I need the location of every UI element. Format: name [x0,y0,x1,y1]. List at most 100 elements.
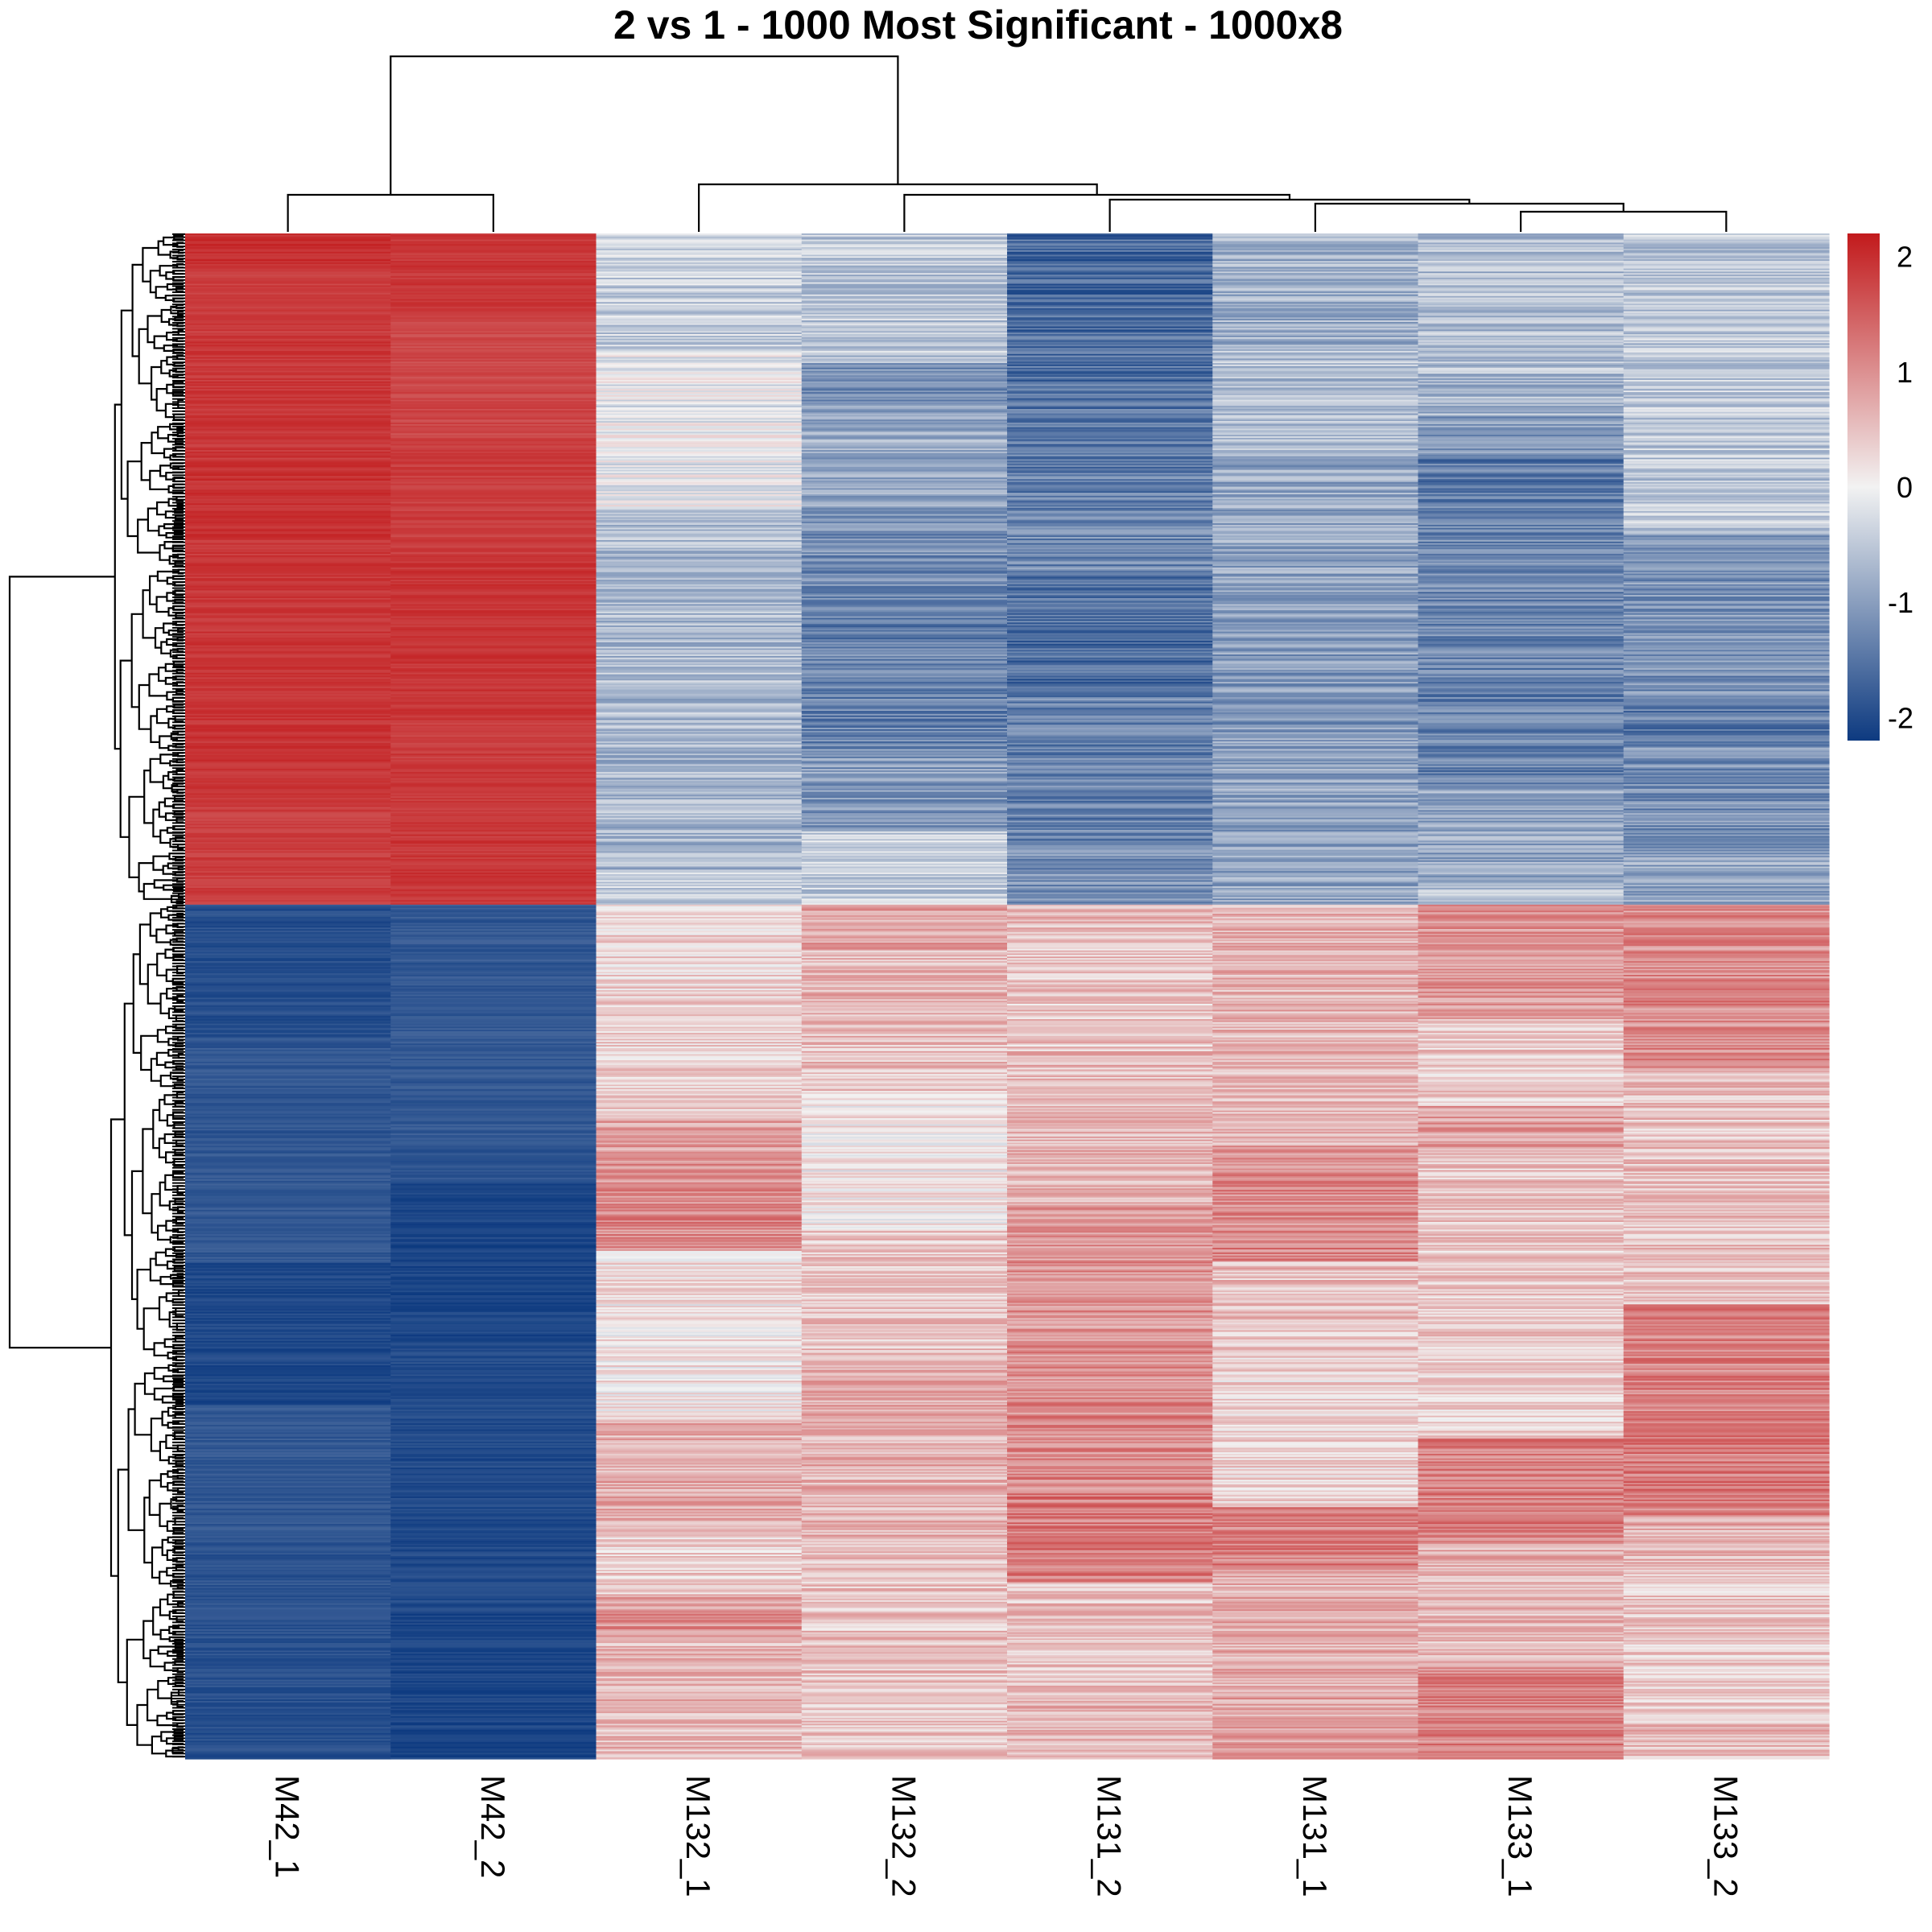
heatmap-cell [1623,781,1830,783]
heatmap-cell [1212,738,1419,741]
heatmap-cell [1007,822,1213,824]
heatmap-cell [1418,815,1624,819]
heatmap-cell [596,466,803,469]
heatmap-cell [1007,769,1213,771]
heatmap-cell [1418,265,1624,268]
heatmap-cell [1212,857,1419,860]
heatmap-cell [1212,283,1419,287]
dendro-link [159,1502,171,1527]
heatmap-cell [1212,761,1419,764]
heatmap-cell [1418,402,1624,405]
heatmap-cell [1212,887,1419,890]
heatmap-cell [1418,931,1624,935]
heatmap-cell [1212,510,1419,512]
heatmap-cell [390,834,597,837]
heatmap-cell [596,980,803,984]
heatmap-cell [801,396,1008,399]
heatmap-cell [1007,878,1213,881]
heatmap-cell [596,675,803,679]
heatmap-cell [185,253,391,256]
heatmap-cell [185,657,391,660]
heatmap-cell [801,288,1008,291]
heatmap-cell [390,372,597,374]
heatmap-cell [1623,933,1830,936]
heatmap-cell [1007,892,1213,895]
heatmap-cell [801,795,1008,797]
heatmap-cell [1212,489,1419,492]
heatmap-cell [1623,530,1830,534]
heatmap-cell [185,587,391,590]
heatmap-cell [801,406,1008,408]
heatmap-cell [185,559,391,563]
heatmap-cell [1418,535,1624,538]
heatmap-cell [1007,798,1213,800]
heatmap-cell [390,799,597,802]
heatmap-cell [1623,427,1830,430]
heatmap-cell [1212,802,1419,805]
heatmap-cell [1007,551,1213,553]
heatmap-cell [1623,352,1830,355]
heatmap-cell [1623,361,1830,364]
heatmap-cell [801,989,1008,991]
heatmap-cell [1212,311,1419,314]
heatmap-cell [1418,553,1624,556]
heatmap-cell [801,374,1008,376]
heatmap-cell [1007,740,1213,742]
heatmap-cell [390,709,597,712]
heatmap-cell [1418,584,1624,587]
heatmap-cell [801,408,1008,411]
heatmap-cell [1418,369,1624,372]
heatmap-cell [1418,244,1624,246]
dendro-link [159,993,169,1014]
heatmap-cell [1418,346,1624,349]
heatmap-cell [390,630,597,633]
heatmap-cell [185,418,391,420]
heatmap-cell [596,392,803,394]
heatmap-cell [390,958,597,960]
heatmap-cell [185,727,391,730]
heatmap-cell [801,906,1008,909]
heatmap-cell [1418,1003,1624,1006]
heatmap-cell [1418,902,1624,904]
heatmap-cell [1418,422,1624,425]
heatmap-cell [1623,448,1830,451]
heatmap-cell [390,991,597,994]
heatmap-cell [185,873,391,875]
heatmap-cell [1212,592,1419,594]
heatmap-cell [801,244,1008,246]
heatmap-cell [801,895,1008,898]
heatmap-cell [1212,667,1419,669]
heatmap-cell [1212,921,1419,924]
heatmap-cell [390,447,597,449]
heatmap-cell [390,471,597,474]
heatmap-cell [1623,328,1830,330]
heatmap-cell [596,665,803,667]
heatmap-cell [596,489,803,492]
heatmap-cell [1623,469,1830,473]
heatmap-cell [185,568,391,570]
heatmap-cell [1212,320,1419,323]
heatmap-cell [1007,935,1213,938]
heatmap-cell [390,771,597,774]
heatmap-cell [1212,510,1419,514]
heatmap-cell [1623,622,1830,625]
heatmap-cell [185,790,391,793]
heatmap-cell [185,480,391,483]
heatmap-cell [1212,999,1419,1001]
heatmap-cell [1007,332,1213,335]
heatmap-cell [1007,460,1213,463]
heatmap-cell [801,352,1008,355]
heatmap-cell [390,503,597,506]
heatmap-cell [1418,936,1624,939]
heatmap-cell [1212,706,1419,708]
heatmap-cell [1418,568,1624,570]
heatmap-cell [1212,741,1419,744]
heatmap-cell [596,634,803,637]
heatmap-cell [390,572,597,575]
heatmap-cell [1418,534,1624,536]
heatmap-cell [390,394,597,398]
heatmap-cell [596,587,803,590]
heatmap-cell [1418,803,1624,807]
heatmap-cell [596,534,803,536]
heatmap-cell [1623,671,1830,674]
